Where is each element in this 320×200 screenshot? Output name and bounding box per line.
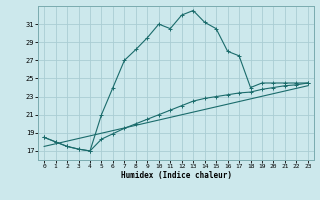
X-axis label: Humidex (Indice chaleur): Humidex (Indice chaleur) <box>121 171 231 180</box>
